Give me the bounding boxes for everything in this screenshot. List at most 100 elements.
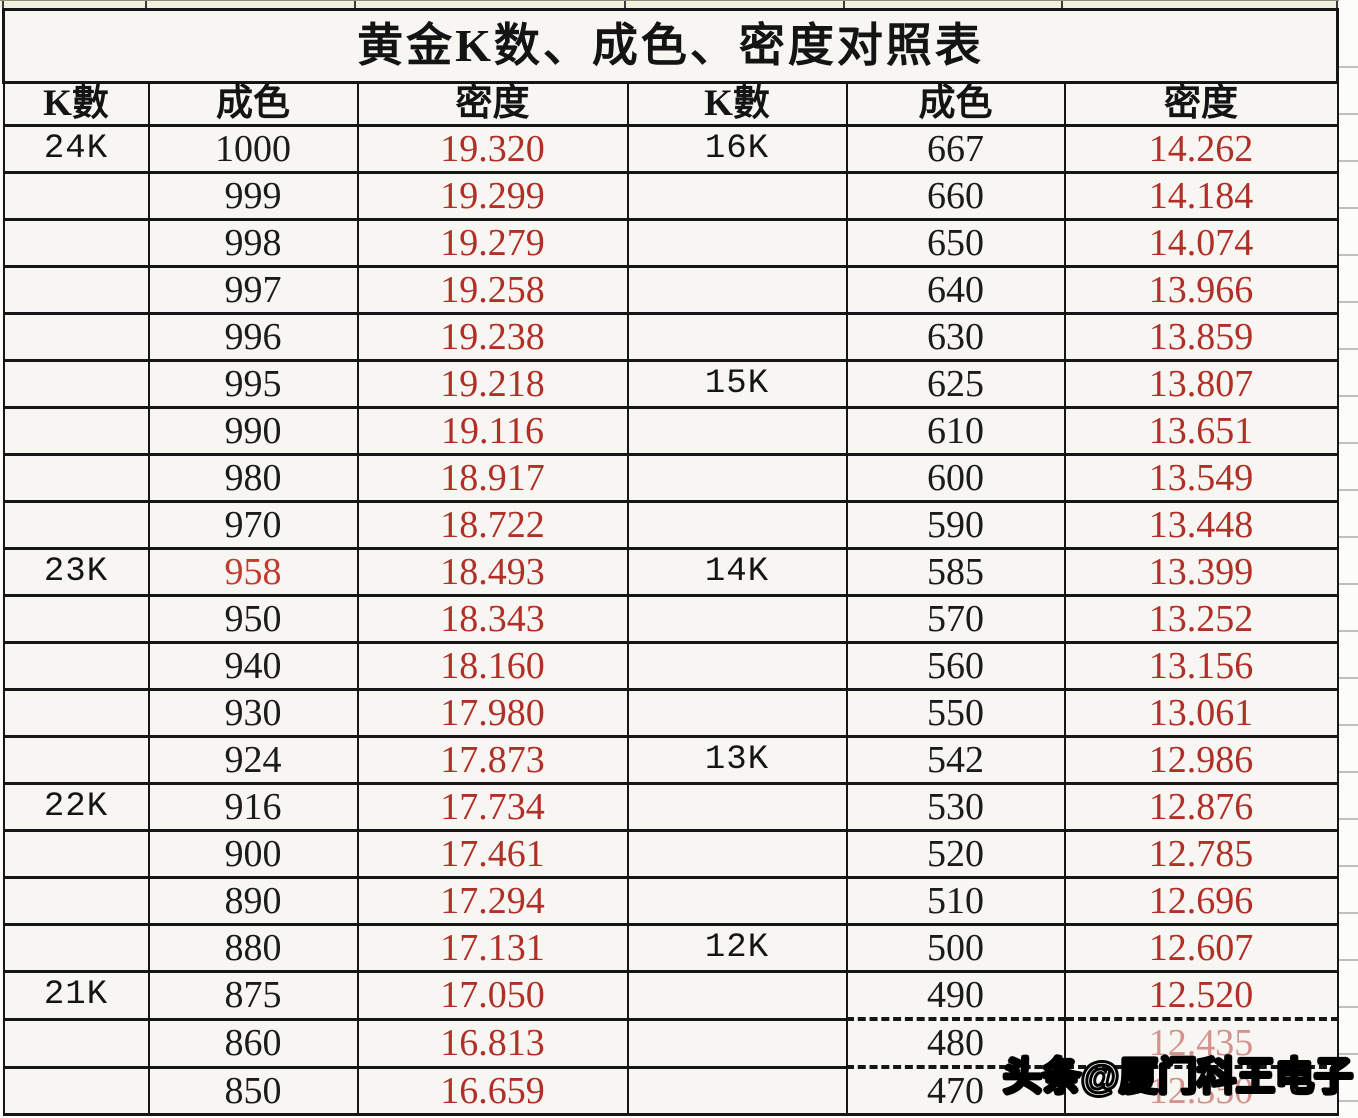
page-title: 黄金K数、成色、密度对照表 [1,8,1340,84]
grid-tick [1336,1,1338,9]
cell-d1: 16.813 [356,1017,629,1069]
cell-d1: 19.279 [356,218,629,268]
cell-k2 [626,782,848,832]
right-gutter [1339,0,1358,1118]
cell-k2: 15K [626,359,848,409]
cell-d1: 19.320 [356,124,629,174]
cell-d2: 13.448 [1063,500,1339,550]
cell-p2: 667 [845,124,1066,174]
cell-p2: 510 [845,876,1066,926]
table-row: 998 19.279 650 14.074 [2,218,1339,268]
cell-k2 [626,1065,848,1116]
cell-d2: 13.549 [1063,453,1339,503]
cell-k2 [626,970,848,1021]
cell-k2 [626,876,848,926]
grid-tick [354,1,356,9]
cell-d1: 17.294 [356,876,629,926]
cell-d2: 13.399 [1063,547,1339,597]
cell-k2 [626,594,848,644]
cell-k2: 13K [626,735,848,785]
cell-k2 [626,641,848,691]
cell-p1: 998 [147,218,359,268]
cell-d2: 12.350 [1063,1065,1339,1116]
column-header-karat-left: K數 [2,81,150,127]
cell-k2 [626,218,848,268]
table-row: 900 17.461 520 12.785 [2,829,1339,879]
table-row: 995 19.218 15K 625 13.807 [2,359,1339,409]
cell-d2: 13.651 [1063,406,1339,456]
cell-d1: 19.218 [356,359,629,409]
cell-p1: 995 [147,359,359,409]
cell-k2 [626,1017,848,1069]
cell-p2: 530 [845,782,1066,832]
cell-p2: 480 [845,1017,1066,1069]
table-row: 996 19.238 630 13.859 [2,312,1339,362]
grid-tick [2,1,4,9]
cell-k1 [2,923,150,973]
cell-k2: 14K [626,547,848,597]
table-row: 860 16.813 480 12.435 [2,1017,1339,1069]
cell-p2: 610 [845,406,1066,456]
column-header-karat-right: K數 [626,81,848,127]
cell-k1 [2,218,150,268]
cell-p2: 470 [845,1065,1066,1116]
cell-k2 [626,829,848,879]
clipped-row-above [0,0,1339,9]
cell-k1 [2,265,150,315]
grid-tick [1061,1,1063,9]
cell-d2: 13.156 [1063,641,1339,691]
cell-d1: 18.160 [356,641,629,691]
table-row: 850 16.659 470 12.350 [2,1065,1339,1116]
cell-k1 [2,594,150,644]
column-header-density-left: 密度 [356,81,629,127]
cell-k2 [626,500,848,550]
cell-p1: 940 [147,641,359,691]
cell-k1 [2,829,150,879]
cell-p1: 924 [147,735,359,785]
cell-p1: 900 [147,829,359,879]
cell-d1: 17.050 [356,970,629,1021]
cell-d2: 14.262 [1063,124,1339,174]
cell-k2 [626,688,848,738]
cell-p1: 880 [147,923,359,973]
cell-p1: 970 [147,500,359,550]
table-row: 970 18.722 590 13.448 [2,500,1339,550]
cell-k1 [2,876,150,926]
cell-k1 [2,688,150,738]
cell-k1: 24K [2,124,150,174]
cell-k1 [2,1065,150,1116]
cell-p1: 850 [147,1065,359,1116]
cell-d1: 18.493 [356,547,629,597]
cell-k2: 12K [626,923,848,973]
cell-d2: 13.061 [1063,688,1339,738]
cell-d2: 13.807 [1063,359,1339,409]
column-header-density-right: 密度 [1063,81,1339,127]
cell-k1 [2,1017,150,1069]
cell-k1 [2,500,150,550]
cell-d2: 14.074 [1063,218,1339,268]
cell-k1 [2,406,150,456]
cell-d2: 12.435 [1063,1017,1339,1069]
cell-p2: 560 [845,641,1066,691]
cell-p2: 660 [845,171,1066,221]
cell-d1: 16.659 [356,1065,629,1116]
gold-karat-density-table: 黄金K数、成色、密度对照表 K數 成色 密度 K數 成色 密度 24K 1000 1… [1,8,1340,1116]
cell-p2: 550 [845,688,1066,738]
cell-k1 [2,641,150,691]
cell-p1: 997 [147,265,359,315]
cell-d1: 17.131 [356,923,629,973]
cell-p2: 630 [845,312,1066,362]
table-row: 890 17.294 510 12.696 [2,876,1339,926]
cell-d1: 17.873 [356,735,629,785]
cell-p1: 930 [147,688,359,738]
cell-k1: 23K [2,547,150,597]
cell-p1: 990 [147,406,359,456]
table-row: 21K 875 17.050 490 12.520 [2,970,1339,1021]
cell-k2 [626,453,848,503]
cell-k2 [626,171,848,221]
cell-p1: 1000 [147,124,359,174]
cell-p1: 958 [147,547,359,597]
table-row: 23K 958 18.493 14K 585 13.399 [2,547,1339,597]
cell-d2: 12.607 [1063,923,1339,973]
